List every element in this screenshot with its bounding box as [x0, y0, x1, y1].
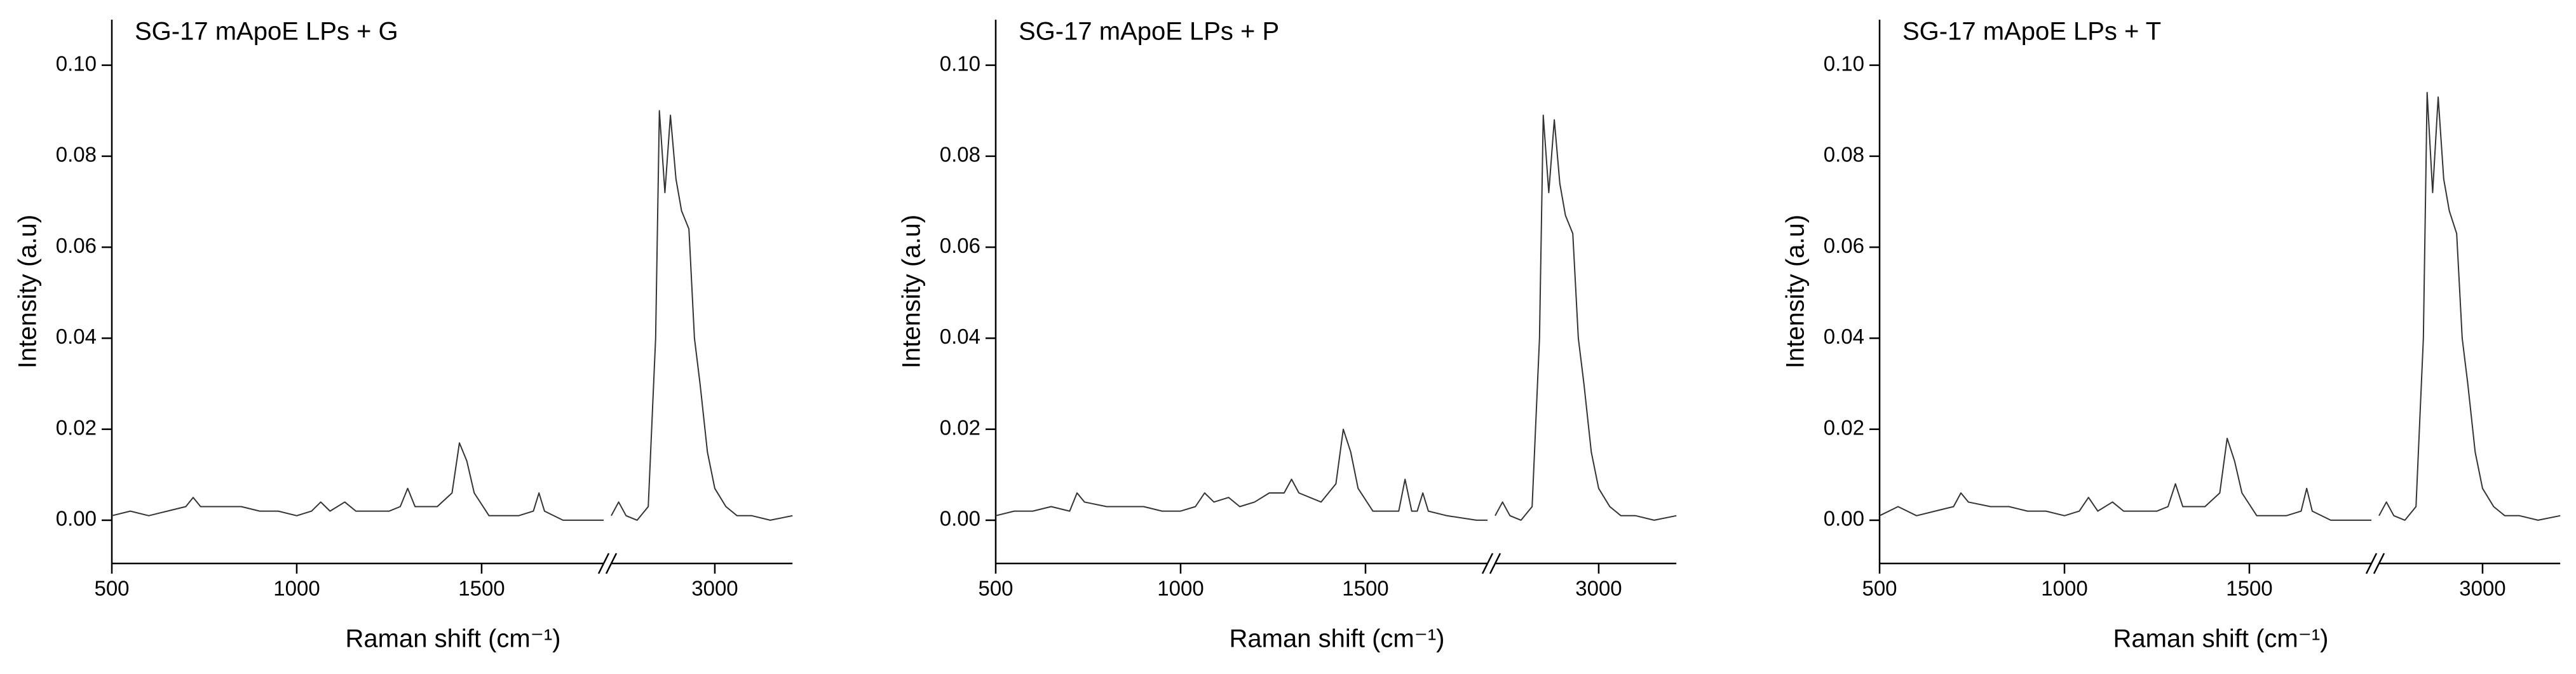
x-tick-label: 1000	[273, 577, 320, 600]
y-axis-label: Intensity (a.u)	[14, 215, 42, 368]
y-tick-label: 0.00	[940, 507, 980, 530]
y-axis-label: Intensity (a.u)	[1782, 215, 1810, 368]
axis-break	[1481, 553, 1494, 574]
x-tick-label: 1500	[458, 577, 505, 600]
spectrum-line	[1495, 114, 1677, 521]
x-tick-label: 500	[978, 577, 1013, 600]
spectrum-line	[995, 428, 1488, 521]
spectrum-line	[611, 110, 793, 521]
y-tick-label: 0.10	[1824, 51, 1864, 75]
axis-break	[605, 553, 618, 574]
x-tick-label: 3000	[691, 577, 738, 600]
axis-break	[597, 553, 610, 574]
y-tick-label: 0.08	[940, 143, 980, 166]
x-tick-label: 3000	[1575, 577, 1622, 600]
y-tick-label: 0.00	[56, 507, 97, 530]
y-axis-label: Intensity (a.u)	[898, 215, 926, 368]
x-tick-label: 500	[94, 577, 129, 600]
x-axis-label: Raman shift (cm⁻¹)	[346, 625, 561, 653]
axis-break	[1489, 553, 1502, 574]
y-tick-label: 0.06	[1824, 234, 1864, 257]
y-tick-label: 0.04	[56, 325, 97, 348]
x-tick-label: 1000	[1157, 577, 1203, 600]
x-tick-label: 3000	[2459, 577, 2505, 600]
chart-title: SG-17 mApoE LPs + P	[1019, 18, 1279, 46]
x-axis-label: Raman shift (cm⁻¹)	[1230, 625, 1445, 653]
axis-break	[2373, 553, 2385, 574]
y-tick-label: 0.04	[940, 325, 980, 348]
chart-title: SG-17 mApoE LPs + T	[1902, 18, 2161, 46]
x-tick-label: 1500	[2226, 577, 2272, 600]
y-tick-label: 0.02	[940, 415, 980, 439]
spectrum-line	[111, 442, 604, 521]
y-tick-label: 0.10	[56, 51, 97, 75]
y-tick-label: 0.06	[56, 234, 97, 257]
y-tick-label: 0.10	[940, 51, 980, 75]
y-tick-label: 0.08	[1824, 143, 1864, 166]
y-tick-label: 0.04	[1824, 325, 1864, 348]
axis-break	[2365, 553, 2378, 574]
x-tick-label: 1500	[1342, 577, 1388, 600]
y-tick-label: 0.00	[1824, 507, 1864, 530]
y-tick-label: 0.08	[56, 143, 97, 166]
spectrum-line	[1879, 438, 2371, 521]
x-tick-label: 1000	[2041, 577, 2087, 600]
y-tick-label: 0.02	[1824, 415, 1864, 439]
y-tick-label: 0.06	[940, 234, 980, 257]
x-axis-label: Raman shift (cm⁻¹)	[2113, 625, 2329, 653]
x-tick-label: 500	[1862, 577, 1897, 600]
chart-title: SG-17 mApoE LPs + G	[135, 18, 398, 46]
y-tick-label: 0.02	[56, 415, 97, 439]
spectrum-line	[2378, 91, 2561, 521]
